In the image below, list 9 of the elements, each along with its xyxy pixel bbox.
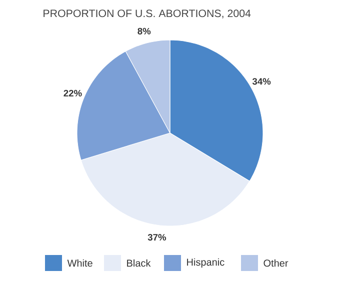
legend-label: Other [264, 259, 288, 267]
legend-label: Hispanic [187, 258, 224, 268]
data-label: 22% [64, 90, 82, 96]
data-label: 37% [148, 234, 166, 241]
legend-label: White [67, 259, 92, 267]
data-label: 34% [252, 78, 271, 85]
chart-title: PROPORTION OF U.S. ABORTIONS, 2004 [44, 10, 251, 18]
legend-label: Black [127, 259, 151, 267]
data-label: 8% [138, 28, 151, 34]
